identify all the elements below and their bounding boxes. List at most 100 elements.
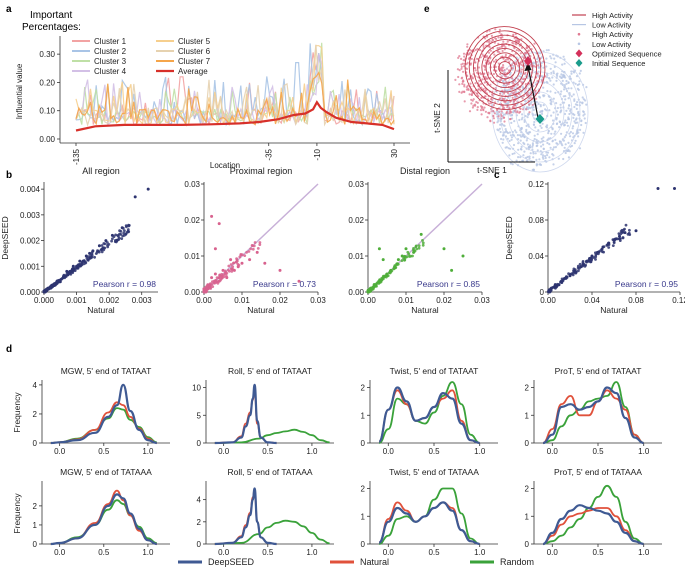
high-activity-point — [458, 83, 461, 86]
high-activity-point — [489, 76, 492, 79]
high-activity-point — [506, 40, 509, 43]
chart-title: Proximal region — [230, 166, 293, 176]
low-activity-point — [531, 145, 534, 148]
high-activity-point — [513, 47, 516, 50]
low-activity-point — [550, 103, 553, 106]
low-activity-point — [559, 110, 563, 113]
high-activity-point — [500, 45, 503, 48]
low-activity-point — [527, 132, 530, 135]
high-activity-point — [490, 97, 493, 100]
density-line-random — [543, 381, 644, 444]
low-activity-point — [564, 98, 567, 101]
high-activity-point — [476, 47, 479, 51]
low-activity-point — [558, 126, 561, 129]
low-activity-point — [542, 95, 545, 98]
low-activity-point — [503, 124, 506, 127]
scatter-point-bg — [252, 244, 256, 248]
scatter-point — [618, 234, 621, 238]
low-activity-point — [569, 130, 573, 134]
low-activity-point — [544, 156, 547, 160]
low-activity-point — [567, 156, 571, 159]
scatter-point-bg — [421, 241, 425, 245]
legend-label: Cluster 3 — [94, 57, 127, 66]
x-tick-label: 0.5 — [262, 548, 274, 557]
high-activity-point — [492, 114, 495, 117]
low-activity-point — [526, 106, 529, 109]
y-tick-label: 1 — [525, 512, 530, 521]
low-activity-point — [517, 142, 520, 145]
tsne-legend-label: High Activity — [592, 11, 633, 20]
low-activity-point — [555, 79, 558, 82]
high-activity-point — [502, 92, 506, 95]
low-activity-point — [552, 97, 555, 100]
scatter-point-bg — [208, 285, 212, 289]
low-activity-point — [577, 135, 580, 138]
low-activity-point — [551, 76, 554, 79]
low-activity-point — [547, 129, 550, 132]
scatter-point-bg — [238, 255, 242, 259]
panel-letter-d: d — [6, 344, 12, 355]
density-line-random — [543, 484, 644, 545]
scatter-point-bg — [227, 268, 230, 272]
legend-label: Cluster 7 — [178, 57, 211, 66]
scatter-point-bg — [111, 237, 114, 241]
x-tick-label: 0.03 — [310, 296, 326, 305]
scatter-point — [461, 254, 465, 258]
high-activity-point — [470, 102, 473, 105]
low-activity-point — [532, 156, 535, 159]
scatter-point-bg — [124, 232, 128, 236]
low-activity-point — [531, 142, 535, 145]
subplot-title: MGW, 5' end of TATAAA — [60, 467, 152, 477]
low-activity-point — [521, 85, 524, 88]
x-tick-label: 0.0 — [547, 447, 559, 456]
scatter-point — [75, 264, 79, 268]
density-line-deepseed — [50, 383, 157, 445]
low-activity-point — [560, 90, 563, 93]
high-activity-point — [463, 55, 466, 58]
low-activity-point — [529, 144, 532, 147]
low-activity-point — [556, 106, 560, 110]
subplot-title: Twist, 5' end of TATAAA — [389, 467, 479, 477]
scatter-point-bg — [80, 261, 84, 265]
y-tick-label: 0 — [361, 540, 366, 549]
low-activity-point — [531, 143, 535, 147]
high-activity-point — [517, 78, 520, 81]
low-activity-point — [541, 109, 544, 112]
high-activity-point — [465, 63, 468, 66]
density-subplot: Twist, 5' end of TATAAT 0.0 0.5 1.0 0 1 2 — [361, 366, 498, 456]
high-activity-contour — [494, 56, 516, 80]
low-activity-point — [571, 132, 575, 135]
low-activity-point — [529, 152, 532, 155]
low-activity-point — [508, 154, 511, 157]
scatter-point — [146, 187, 150, 191]
high-activity-point — [470, 57, 473, 61]
high-activity-point — [470, 93, 473, 97]
low-activity-point — [508, 131, 511, 134]
y-tick-label: 1 — [361, 512, 366, 521]
low-activity-point — [535, 163, 539, 166]
density-line-deepseed — [542, 386, 644, 445]
density-line-random — [214, 519, 330, 545]
high-activity-point — [501, 69, 504, 72]
low-activity-point — [570, 72, 573, 75]
density-subplot: Roll, 5' end of TATAAA 0.0 0.5 1.0 0 2 4 — [197, 467, 334, 557]
scatter-point — [596, 250, 599, 254]
low-activity-point — [552, 163, 555, 166]
pearson-annotation: Pearson r = 0.85 — [417, 279, 480, 289]
high-activity-point — [488, 46, 491, 49]
low-activity-point — [506, 131, 510, 135]
high-activity-point — [474, 61, 477, 64]
low-activity-point — [579, 101, 582, 104]
y-tick-label: 0.20 — [39, 78, 55, 87]
high-activity-point — [492, 104, 495, 107]
low-activity-point — [552, 72, 556, 75]
low-activity-point — [501, 141, 504, 144]
low-activity-point — [578, 72, 581, 75]
low-activity-point — [556, 74, 559, 77]
x-tick-label: 0.01 — [234, 296, 250, 305]
low-activity-point — [540, 153, 543, 156]
low-activity-point — [568, 104, 571, 107]
density-line-natural — [50, 489, 157, 545]
x-tick-label: 1.0 — [638, 548, 650, 557]
x-axis-title: Natural — [87, 305, 115, 315]
